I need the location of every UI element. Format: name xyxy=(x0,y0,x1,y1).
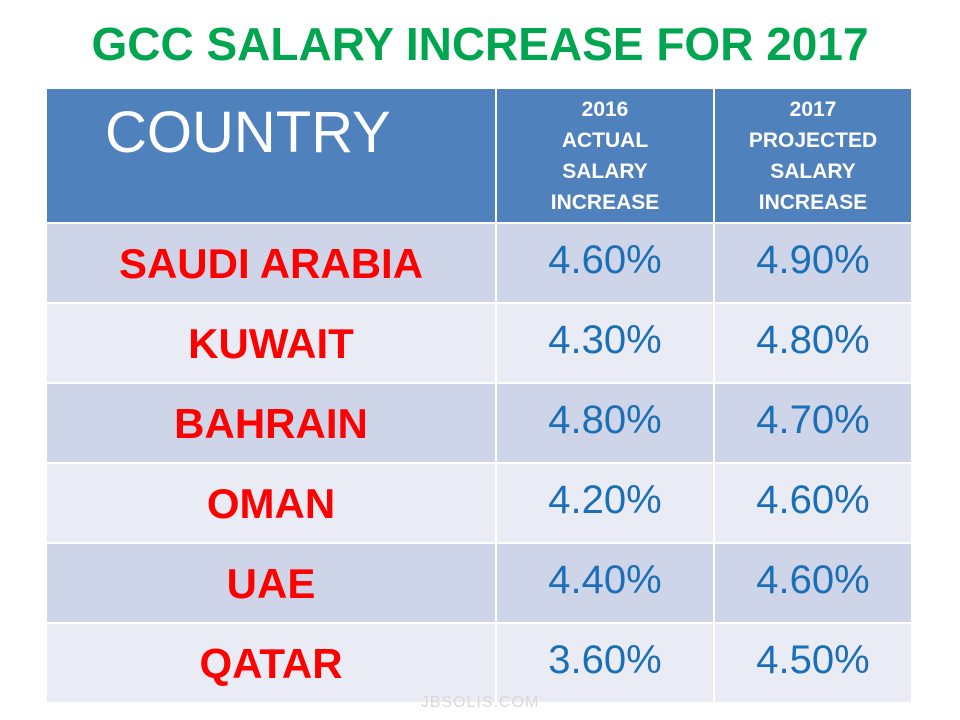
value-cell: 4.80% xyxy=(495,382,715,464)
country-cell: QATAR xyxy=(45,622,497,704)
value-cell: 4.20% xyxy=(495,462,715,544)
value-cell: 4.60% xyxy=(713,462,913,544)
salary-table: COUNTRY 2016 ACTUAL SALARY INCREASE 2017 P… xyxy=(45,87,913,704)
value-cell: 4.30% xyxy=(495,302,715,384)
header-row: COUNTRY 2016 ACTUAL SALARY INCREASE 2017 P… xyxy=(45,87,913,224)
value-cell: 4.70% xyxy=(713,382,913,464)
value-cell: 4.50% xyxy=(713,622,913,704)
value-cell: 4.80% xyxy=(713,302,913,384)
value-cell: 4.60% xyxy=(713,542,913,624)
table-row: SAUDI ARABIA 4.60% 4.90% xyxy=(45,222,913,304)
table-row: BAHRAIN 4.80% 4.70% xyxy=(45,382,913,464)
country-cell: BAHRAIN xyxy=(45,382,497,464)
value-cell: 4.90% xyxy=(713,222,913,304)
table-row: UAE 4.40% 4.60% xyxy=(45,542,913,624)
table-row: KUWAIT 4.30% 4.80% xyxy=(45,302,913,384)
value-cell: 3.60% xyxy=(495,622,715,704)
table-row: OMAN 4.20% 4.60% xyxy=(45,462,913,544)
value-cell: 4.60% xyxy=(495,222,715,304)
country-cell: KUWAIT xyxy=(45,302,497,384)
header-cell: 2016 ACTUAL SALARY INCREASE xyxy=(495,87,715,224)
header-cell: 2017 PROJECTED SALARY INCREASE xyxy=(713,87,913,224)
table-row: QATAR 3.60% 4.50% xyxy=(45,622,913,704)
value-cell: 4.40% xyxy=(495,542,715,624)
header-cell: COUNTRY xyxy=(45,87,497,224)
title: GCC SALARY INCREASE FOR 2017 xyxy=(91,18,869,70)
country-cell: OMAN xyxy=(45,462,497,544)
country-cell: SAUDI ARABIA xyxy=(45,222,497,304)
watermark: JBSOLIS.COM xyxy=(420,694,540,711)
country-cell: UAE xyxy=(45,542,497,624)
